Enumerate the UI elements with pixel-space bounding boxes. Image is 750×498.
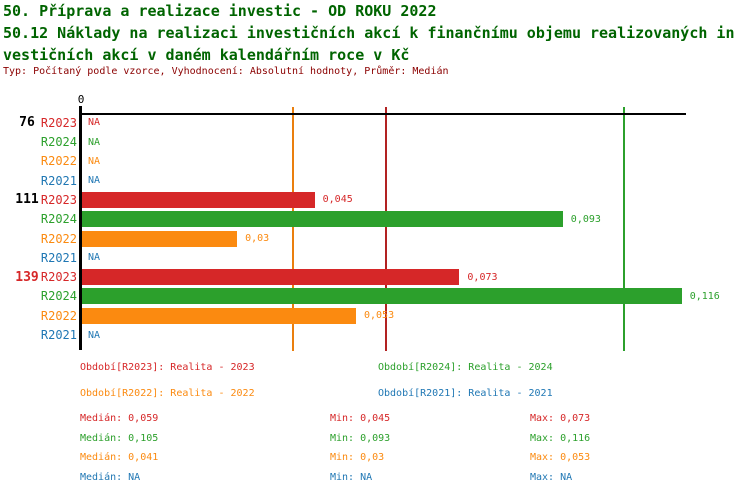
bar-value-label: 0,093 [570, 213, 601, 225]
stat-median-R2024: Medián: 0,105 [80, 432, 159, 444]
stat-max-R2022: Max: 0,053 [530, 452, 591, 463]
bar-value-label: 0,03 [245, 233, 270, 244]
series-label-R2021: R2021 [40, 328, 77, 342]
x-axis-line [80, 113, 686, 115]
stat-max-R2021: Max: NA [530, 471, 573, 483]
series-label-R2023: R2023 [40, 192, 77, 207]
median-line-R2024 [622, 107, 625, 351]
axis-zero-label: 0 [77, 93, 85, 106]
bar-value-label: 0,053 [364, 310, 395, 322]
stat-median-R2022: Medián: 0,041 [80, 452, 159, 463]
series-label-R2022: R2022 [40, 231, 77, 246]
series-label-R2023: R2023 [40, 270, 77, 285]
stat-max-R2023: Max: 0,073 [530, 413, 591, 424]
stat-min-R2022: Min: 0,03 [330, 452, 385, 463]
bar-R2022 [82, 230, 238, 247]
bar-R2024 [82, 288, 682, 305]
bar-value-label: 0,073 [467, 271, 498, 283]
legend-item-R2024: Období[R2024]: Realita - 2024 [378, 362, 553, 373]
legend-item-R2023: Období[R2023]: Realita - 2023 [80, 362, 255, 373]
series-label-R2024: R2024 [40, 135, 77, 149]
series-label-R2023: R2023 [40, 115, 77, 130]
stats-table: Medián: 0,059 Min: 0,045 Max: 0,073 Medián:… [80, 413, 590, 491]
stat-min-R2023: Min: 0,045 [330, 413, 391, 424]
stat-median-R2023: Medián: 0,059 [80, 413, 159, 424]
na-label: NA [88, 136, 101, 148]
y-axis-line [79, 106, 82, 350]
na-label: NA [88, 329, 101, 341]
bar-value-label: 0,116 [689, 290, 720, 302]
na-label: NA [88, 155, 101, 167]
legend-item-R2022: Období[R2022]: Realita - 2022 [80, 388, 255, 399]
na-label: NA [88, 117, 101, 129]
report-title-line2: 50.12 Náklady na realizaci investičních … [3, 24, 735, 42]
series-label-R2024: R2024 [40, 289, 77, 304]
median-line-R2023 [385, 107, 388, 351]
group-label-111: 111 [15, 192, 39, 208]
report-title-line3: vestičních akcí v daném kalendářním roce… [3, 46, 410, 64]
report-meta: Typ: Počítaný podle vzorce, Vyhodnocení:… [3, 66, 449, 77]
stat-max-R2024: Max: 0,116 [530, 432, 591, 444]
bar-R2023 [82, 269, 460, 286]
stat-min-R2024: Min: 0,093 [330, 432, 391, 444]
bar-R2024 [82, 211, 563, 228]
chart-legend: Období[R2023]: Realita - 2023 Období[R202… [80, 362, 553, 414]
legend-item-R2021: Období[R2021]: Realita - 2021 [378, 388, 553, 399]
report-title-line1: 50. Příprava a realizace investic - OD R… [3, 2, 437, 20]
stat-min-R2021: Min: NA [330, 471, 373, 483]
bar-R2022 [82, 307, 356, 324]
series-label-R2021: R2021 [40, 173, 77, 188]
median-line-R2022 [291, 107, 294, 351]
stat-median-R2021: Medián: NA [80, 471, 141, 483]
na-label: NA [88, 252, 101, 264]
group-label-76: 76 [19, 115, 35, 131]
series-label-R2022: R2022 [40, 308, 77, 323]
series-label-R2021: R2021 [40, 250, 77, 265]
series-label-R2022: R2022 [40, 154, 77, 169]
group-label-139: 139 [15, 269, 39, 285]
series-label-R2024: R2024 [40, 212, 77, 227]
bar-value-label: 0,045 [322, 194, 353, 206]
na-label: NA [88, 175, 101, 187]
bar-chart: 0 76 R2023 NA R2024 NA R2022 NA R2021 NA 111 R2023… [15, 93, 720, 351]
bar-R2023 [82, 191, 315, 208]
